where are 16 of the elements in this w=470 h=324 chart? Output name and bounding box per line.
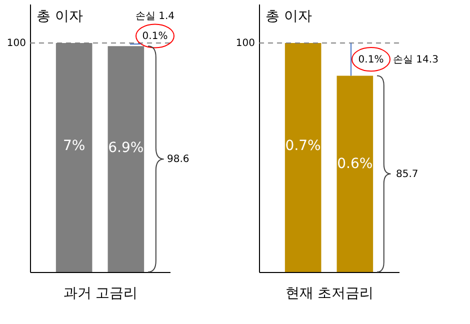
text: 손실 1.4 <box>135 11 175 22</box>
y-axis-title: 총 이자 <box>266 8 312 24</box>
annotation: 6.9% <box>108 140 144 156</box>
x-axis-title: 과거 고금리 <box>63 286 138 302</box>
annotation: 7% <box>62 138 86 154</box>
annotation: 손실 14.3 <box>393 54 438 66</box>
x-axis-title: 현재 초저금리 <box>285 286 374 302</box>
annotation: 0.6% <box>337 156 373 172</box>
text: 0.1% <box>142 31 168 42</box>
text: 100 <box>6 38 26 49</box>
annotation: 98.6 <box>167 154 190 166</box>
y-axis-title: 총 이자 <box>36 8 83 24</box>
annotation: 85.7 <box>396 168 418 180</box>
text: 100 <box>236 38 255 49</box>
annotation: 0.1% <box>358 54 384 66</box>
annotation: 0.7% <box>285 138 321 154</box>
